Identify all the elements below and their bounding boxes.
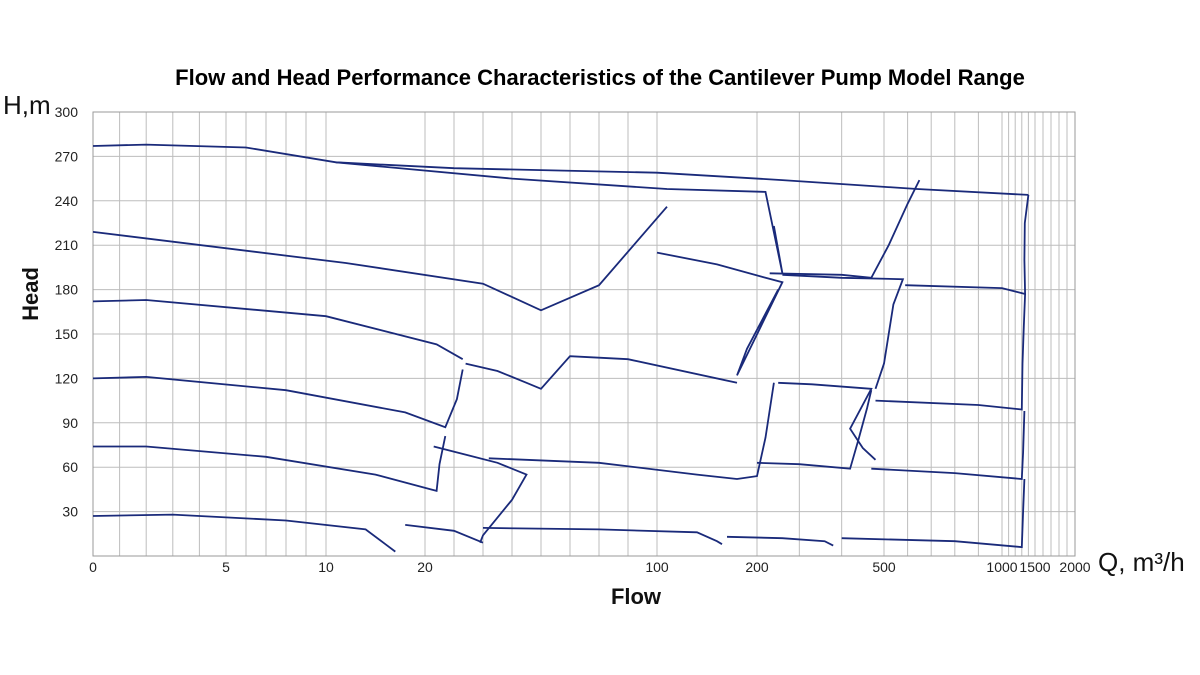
curve-B2 bbox=[433, 445, 528, 544]
y-tick-label: 300 bbox=[55, 104, 79, 120]
x-tick-label: 500 bbox=[872, 559, 896, 575]
y-tick-labels: 30 60 90 120 150 180 210 240 270 300 bbox=[55, 104, 79, 520]
curve-C3 bbox=[656, 251, 784, 376]
y-tick-label: 150 bbox=[55, 326, 79, 342]
grid bbox=[93, 112, 1075, 556]
curve-E3 bbox=[875, 293, 1026, 411]
y-tick-label: 90 bbox=[62, 415, 78, 431]
x-axis-label: Flow bbox=[611, 584, 662, 609]
y-tick-label: 120 bbox=[55, 370, 79, 386]
x-tick-label: 200 bbox=[745, 559, 769, 575]
chart-title: Flow and Head Performance Characteristic… bbox=[175, 65, 1025, 90]
curve-D5 bbox=[769, 179, 921, 279]
y-axis-label: Head bbox=[18, 267, 43, 321]
x-tick-label: 2000 bbox=[1059, 559, 1090, 575]
plot-frame bbox=[92, 111, 1076, 557]
curve-D2 bbox=[756, 389, 873, 470]
curve-A3 bbox=[92, 369, 464, 429]
y-unit-label: H,m bbox=[3, 90, 51, 120]
x-tick-label: 10 bbox=[318, 559, 334, 575]
x-tick-label: 0 bbox=[89, 559, 97, 575]
curve-E2 bbox=[871, 410, 1026, 480]
x-tick-label: 1000 bbox=[986, 559, 1017, 575]
curve-D3 bbox=[778, 381, 877, 461]
curve-C2 bbox=[488, 382, 775, 480]
x-tick-label: 5 bbox=[222, 559, 230, 575]
y-tick-label: 30 bbox=[62, 504, 78, 520]
curves bbox=[92, 143, 1030, 553]
y-tick-label: 270 bbox=[55, 148, 79, 164]
curve-A2 bbox=[93, 435, 447, 493]
y-tick-label: 60 bbox=[62, 459, 78, 475]
x-unit-label: Q, m³/h bbox=[1098, 547, 1185, 577]
curve-E1 bbox=[841, 478, 1026, 549]
y-tick-label: 240 bbox=[55, 193, 79, 209]
x-tick-label: 20 bbox=[417, 559, 433, 575]
curve-E4 bbox=[905, 194, 1030, 296]
y-tick-label: 210 bbox=[55, 237, 79, 253]
curve-C1 bbox=[482, 527, 723, 545]
curve-D1 bbox=[726, 535, 834, 547]
curve-A6 bbox=[92, 143, 1029, 196]
curve-A5 bbox=[92, 206, 668, 312]
curve-B3 bbox=[465, 355, 738, 390]
x-tick-label: 100 bbox=[645, 559, 669, 575]
x-tick-label: 1500 bbox=[1019, 559, 1050, 575]
curve-A1 bbox=[92, 513, 396, 553]
curve-B1 bbox=[405, 524, 484, 544]
curve-D4 bbox=[782, 273, 905, 390]
x-tick-labels: 0 5 10 20 100 200 500 1000 1500 2000 bbox=[89, 559, 1091, 575]
curve-A4 bbox=[92, 299, 464, 360]
curve-C4 bbox=[335, 161, 784, 274]
y-tick-label: 180 bbox=[55, 282, 79, 298]
